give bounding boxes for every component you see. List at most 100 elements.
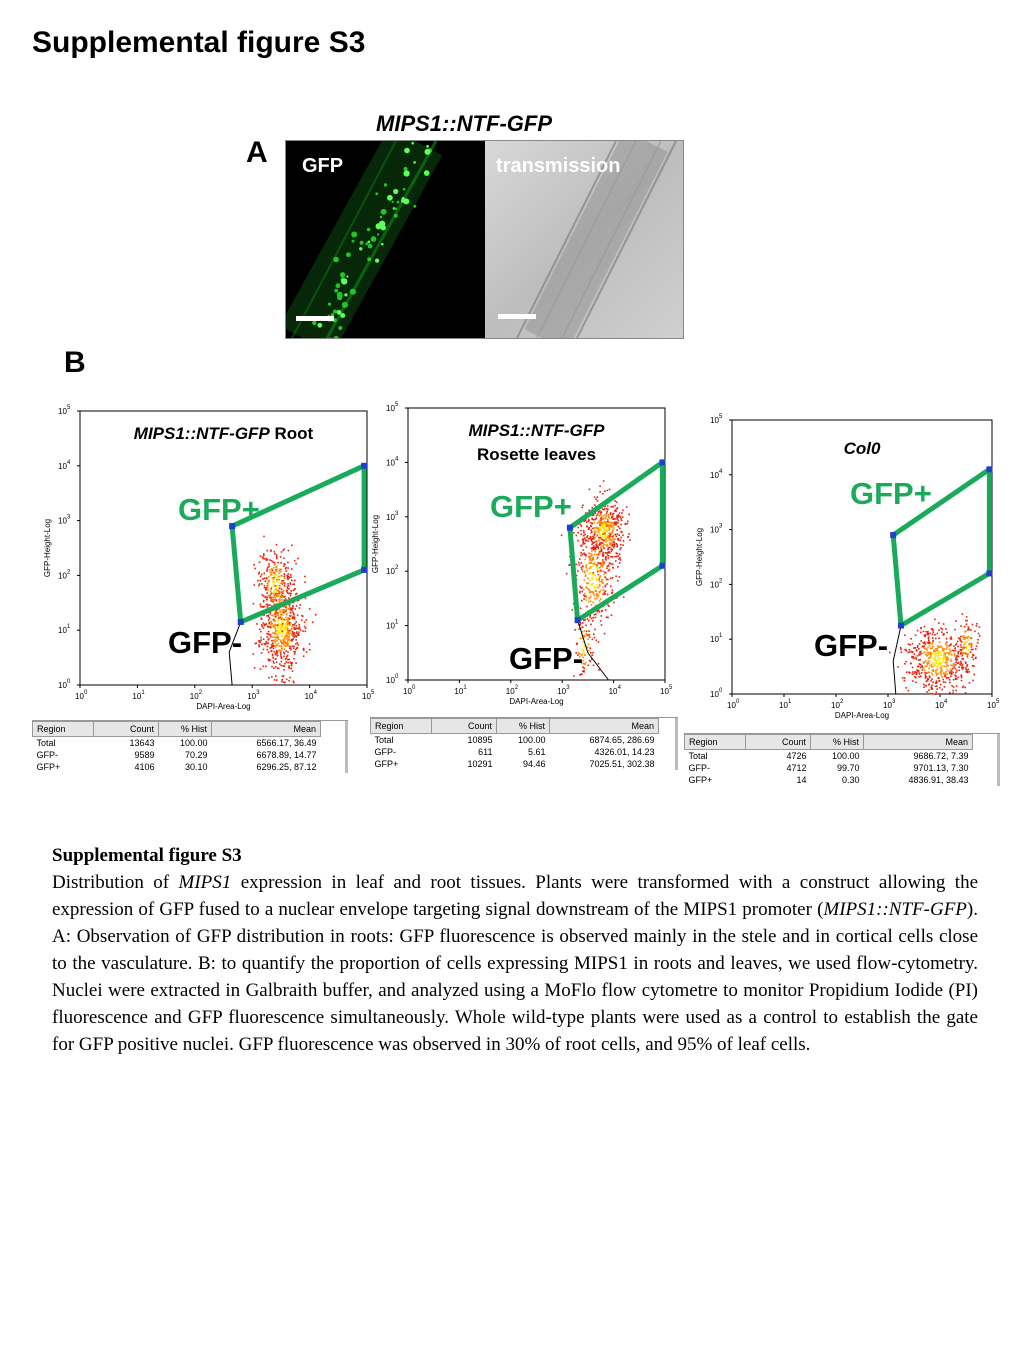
microscopy-image: GFP transmission — [285, 140, 684, 339]
event-dot — [283, 589, 285, 592]
stats-scrollbar[interactable] — [997, 734, 1000, 786]
event-dot — [968, 628, 970, 631]
x-tick-label: 10 — [305, 692, 314, 701]
event-dot — [615, 543, 618, 545]
event-dot — [272, 571, 274, 574]
event-dot — [950, 658, 952, 661]
event-dot — [282, 643, 285, 645]
event-dot — [607, 546, 609, 549]
event-dot — [604, 585, 607, 588]
event-dot — [271, 600, 273, 602]
event-dot — [599, 552, 601, 554]
event-dot — [604, 527, 607, 529]
event-dot — [944, 654, 946, 656]
event-dot — [596, 513, 599, 515]
event-dot — [288, 632, 291, 634]
event-dot — [923, 686, 925, 688]
event-dot — [271, 639, 273, 642]
event-dot — [931, 692, 933, 695]
event-dot — [612, 518, 614, 520]
event-dot — [918, 672, 920, 674]
event-dot — [260, 573, 263, 576]
event-dot — [285, 650, 287, 652]
event-dot — [291, 579, 293, 582]
event-dot — [277, 623, 279, 625]
event-dot — [581, 590, 584, 593]
event-dot — [618, 534, 620, 536]
event-dot — [599, 522, 601, 524]
event-dot — [292, 624, 294, 626]
event-dot — [950, 670, 953, 672]
event-dot — [291, 609, 293, 611]
event-dot — [926, 649, 928, 651]
event-dot — [961, 658, 964, 660]
event-dot — [927, 630, 929, 633]
event-dot — [280, 616, 283, 618]
event-dot — [296, 647, 298, 650]
event-dot — [587, 619, 590, 622]
event-dot — [272, 598, 274, 601]
event-dot — [291, 662, 293, 664]
event-dot — [591, 514, 594, 516]
event-dot — [579, 623, 582, 626]
event-dot — [271, 653, 274, 656]
y-tick-exponent: 5 — [719, 414, 723, 420]
event-dot — [614, 555, 616, 558]
event-dot — [590, 567, 592, 570]
event-dot — [596, 542, 598, 544]
event-dot — [267, 658, 270, 661]
event-dot — [944, 672, 946, 675]
event-dot — [280, 631, 283, 634]
event-dot — [609, 577, 612, 580]
event-dot — [607, 508, 609, 511]
event-dot — [298, 626, 301, 628]
stats-header-cell: % Hist — [810, 734, 864, 750]
event-dot — [607, 616, 609, 619]
event-dot — [594, 574, 596, 577]
event-dot — [262, 665, 265, 668]
event-dot — [603, 528, 605, 531]
event-dot — [270, 559, 273, 562]
event-dot — [925, 659, 927, 662]
event-dot — [291, 630, 294, 633]
event-dot — [602, 563, 605, 565]
event-dot — [288, 658, 291, 661]
x-tick-exponent: 0 — [412, 685, 416, 691]
event-dot — [946, 673, 949, 675]
event-dot — [578, 652, 581, 655]
event-dot — [903, 679, 906, 682]
event-dot — [927, 632, 929, 635]
event-dot — [966, 655, 969, 658]
event-dot — [965, 662, 967, 665]
event-dot — [597, 511, 600, 513]
x-tick-exponent: 2 — [840, 699, 844, 705]
event-dot — [976, 641, 979, 644]
event-dot — [915, 681, 917, 684]
event-dot — [579, 558, 581, 560]
event-dot — [274, 627, 276, 630]
event-dot — [281, 626, 284, 628]
event-dot — [596, 500, 599, 502]
event-dot — [271, 614, 274, 617]
event-dot — [270, 550, 272, 552]
event-dot — [585, 596, 587, 598]
event-dot — [938, 665, 940, 668]
stats-scrollbar[interactable] — [675, 718, 678, 770]
stats-scrollbar[interactable] — [345, 721, 348, 773]
event-dot — [944, 652, 947, 655]
event-dot — [592, 601, 594, 604]
event-dot — [587, 520, 590, 523]
event-dot — [593, 573, 595, 576]
event-dot — [278, 572, 280, 575]
event-dot — [913, 672, 915, 675]
event-dot — [274, 623, 276, 626]
event-dot — [605, 578, 608, 581]
event-dot — [622, 540, 625, 542]
event-dot — [910, 638, 912, 640]
event-dot — [292, 638, 294, 640]
stats-cell: Total — [36, 738, 56, 748]
event-dot — [935, 691, 937, 694]
event-dot — [258, 628, 261, 631]
event-dot — [271, 596, 274, 599]
event-dot — [588, 562, 590, 565]
